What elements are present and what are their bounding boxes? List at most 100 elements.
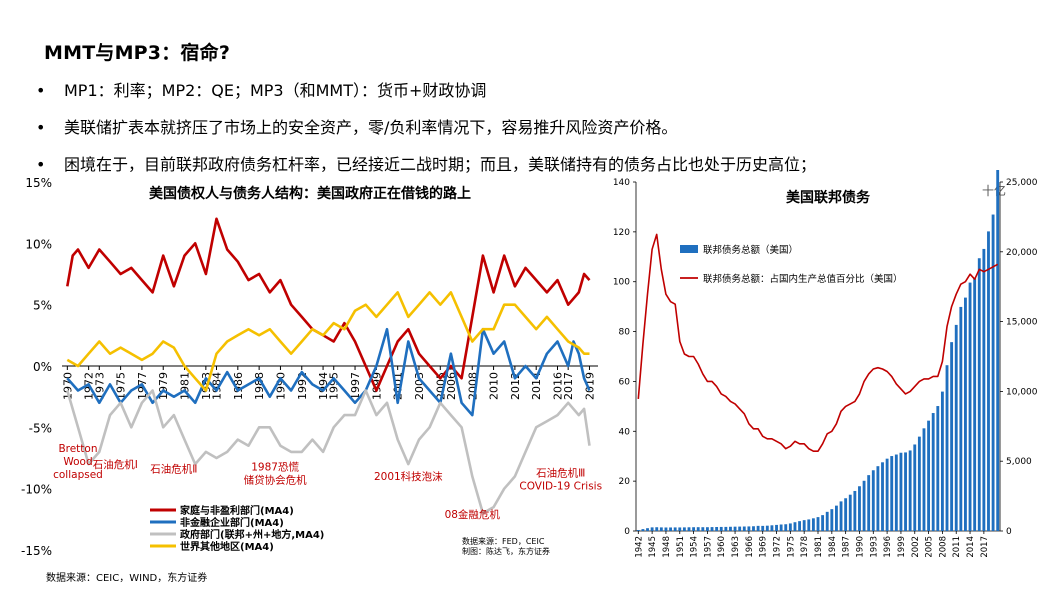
bullet-item: MP1：利率；MP2：QE；MP3（和MMT）：货币+财政协调 bbox=[36, 72, 816, 109]
y-tick-label: -10% bbox=[21, 483, 52, 497]
debt-bar bbox=[830, 509, 834, 531]
series-line bbox=[66, 327, 591, 417]
debt-bar bbox=[968, 282, 972, 531]
debt-bar bbox=[973, 278, 977, 531]
debt-bar bbox=[927, 420, 931, 531]
x-tick-label: 2005 bbox=[925, 536, 935, 558]
debt-bar bbox=[954, 324, 958, 531]
x-tick-label: 1990 bbox=[855, 536, 865, 558]
x-tick-label: 1957 bbox=[703, 536, 713, 558]
chart-title: 美国债权人与债务人结构：美国政府正在借钱的路上 bbox=[149, 185, 471, 202]
x-tick-label: 2014 bbox=[966, 536, 976, 558]
y-right-tick-label: 5,000 bbox=[1006, 457, 1032, 467]
debt-bar bbox=[987, 231, 990, 531]
y-left-tick-label: 60 bbox=[619, 377, 631, 387]
x-tick-label: 1994 bbox=[317, 372, 330, 400]
debt-bar bbox=[945, 365, 949, 531]
debt-bar bbox=[692, 527, 696, 531]
debt-bar bbox=[710, 527, 714, 531]
debt-bar bbox=[862, 480, 866, 531]
x-tick-label: 1960 bbox=[717, 536, 727, 558]
x-tick-label: 1948 bbox=[662, 536, 672, 558]
y-left-tick-label: 40 bbox=[619, 427, 631, 437]
debt-bar bbox=[835, 505, 838, 531]
debt-bar bbox=[913, 444, 917, 531]
legend-label: 联邦债务总额：占国内生产总值百分比（美国） bbox=[703, 273, 903, 285]
debt-bar bbox=[701, 527, 705, 531]
bullet-item: 困境在于，目前联邦政府债务杠杆率，已经接近二战时期；而且，美联储持有的债务占比也… bbox=[36, 146, 816, 183]
x-tick-label: 1975 bbox=[786, 536, 796, 558]
debt-bar bbox=[890, 456, 894, 531]
debt-bar bbox=[761, 525, 765, 531]
x-tick-label: 2019 bbox=[583, 372, 596, 400]
debt-bar bbox=[825, 511, 829, 531]
y-tick-label: 15% bbox=[25, 176, 52, 190]
legend-label: 世界其他地区(MA4) bbox=[180, 540, 274, 553]
x-tick-label: 1978 bbox=[800, 536, 810, 558]
x-tick-label: 2011 bbox=[952, 536, 962, 558]
y-left-tick-label: 80 bbox=[619, 328, 631, 338]
x-tick-label: 2008 bbox=[938, 536, 948, 558]
debt-bar bbox=[917, 436, 921, 531]
x-tick-label: 2017 bbox=[562, 372, 575, 400]
annotation-label: 1987恐慌 bbox=[251, 461, 299, 473]
debt-bar bbox=[881, 462, 884, 531]
x-tick-label: 1993 bbox=[869, 536, 879, 558]
debt-bar bbox=[802, 520, 806, 531]
x-tick-label: 1996 bbox=[883, 536, 893, 558]
y-right-tick-label: 10,000 bbox=[1006, 387, 1038, 397]
debt-bar bbox=[848, 494, 852, 531]
debt-bar bbox=[977, 258, 981, 531]
debt-bar bbox=[729, 526, 732, 531]
y-tick-label: -5% bbox=[29, 421, 52, 435]
debt-bar bbox=[770, 525, 774, 531]
x-tick-label: 1990 bbox=[274, 372, 287, 400]
series-line bbox=[66, 217, 591, 392]
x-tick-label: 2017 bbox=[980, 536, 990, 558]
chart-source-note: 数据来源：FED，CEIC bbox=[462, 536, 545, 546]
y-left-tick-label: 140 bbox=[613, 178, 630, 188]
debt-bar bbox=[724, 526, 728, 531]
debt-bar bbox=[936, 406, 940, 531]
debt-bar bbox=[696, 527, 700, 531]
debt-bar bbox=[641, 529, 645, 531]
debt-bar bbox=[991, 214, 995, 531]
debt-bar bbox=[788, 523, 792, 531]
y-left-tick-label: 20 bbox=[619, 477, 631, 487]
debt-bar bbox=[705, 527, 709, 531]
debt-bar bbox=[793, 522, 797, 531]
debt-bar bbox=[876, 466, 880, 531]
debt-bar bbox=[816, 517, 820, 531]
x-tick-label: 2002 bbox=[911, 536, 921, 558]
annotation-label: 储贷协会危机 bbox=[244, 473, 307, 486]
y-tick-label: -15% bbox=[21, 544, 52, 558]
x-tick-label: 2014 bbox=[530, 372, 543, 400]
x-tick-label: 1987 bbox=[842, 536, 852, 558]
x-tick-label: 1969 bbox=[759, 536, 769, 558]
x-tick-label: 1984 bbox=[828, 536, 838, 558]
debt-bar bbox=[940, 391, 944, 531]
debt-bar bbox=[784, 524, 788, 531]
legend-label: 非金融企业部门(MA4) bbox=[180, 516, 284, 529]
debt-bar bbox=[839, 501, 843, 531]
annotation-label: Bretton bbox=[58, 443, 97, 455]
bullet-list: MP1：利率；MP2：QE；MP3（和MMT）：货币+财政协调 美联储扩表本就挤… bbox=[36, 72, 816, 183]
y-right-tick-label: 0 bbox=[1006, 527, 1012, 537]
annotation-label: 08金融危机 bbox=[445, 508, 501, 521]
debt-bar bbox=[996, 170, 1000, 532]
debt-bar bbox=[678, 527, 682, 531]
debt-bar bbox=[779, 524, 783, 531]
x-tick-label: 2016 bbox=[552, 372, 565, 400]
debt-bar bbox=[747, 526, 751, 531]
debt-bar bbox=[894, 454, 898, 531]
x-tick-label: 1945 bbox=[648, 536, 658, 558]
creditor-debtor-chart: 15% 10% 5% 0% -5% -10% -15% 美国债权人与债务人结构：美国政府正在借… bbox=[21, 176, 602, 558]
legend-label: 政府部门(联邦+州+地方,MA4) bbox=[180, 528, 324, 541]
x-tick-label: 1966 bbox=[745, 536, 755, 558]
x-tick-label: 1973 bbox=[93, 372, 106, 400]
debt-bar bbox=[765, 525, 769, 531]
debt-bar bbox=[885, 458, 889, 531]
debt-bar bbox=[964, 297, 967, 531]
annotation-label: 2001科技泡沫 bbox=[374, 470, 443, 483]
debt-gdp-line bbox=[637, 233, 999, 453]
